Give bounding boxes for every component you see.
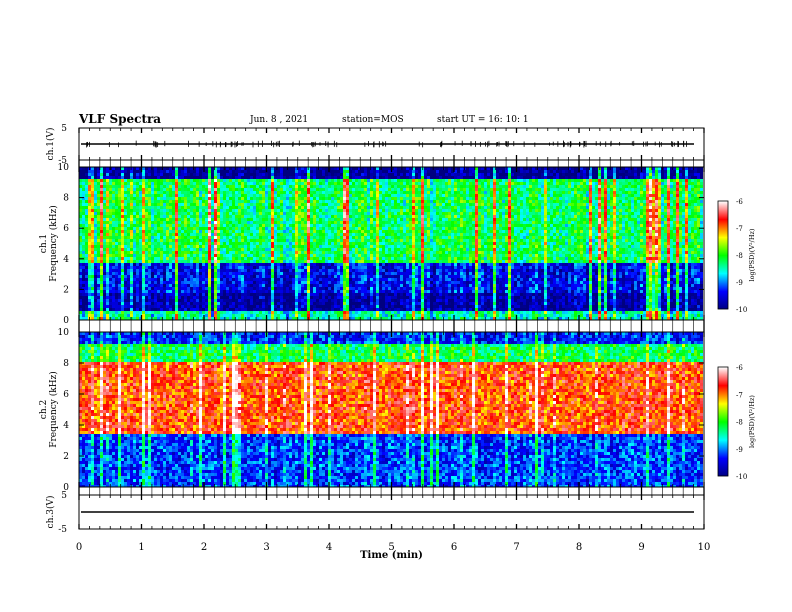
colorbar-label: log(PSD)(V²/Hz): [748, 395, 756, 448]
y-tick-label: 4: [63, 255, 69, 265]
spectrogram-image: [79, 167, 703, 320]
colorbar-tick-label: -9: [736, 279, 743, 287]
spectrogram-image: [79, 332, 703, 487]
y-tick-label: 0: [63, 316, 69, 326]
y-tick-label: 10: [58, 163, 70, 173]
x-tick-label: 3: [263, 542, 269, 553]
x-tick-label: 10: [698, 542, 711, 553]
y-tick-label: 2: [63, 285, 69, 295]
x-tick-label: 7: [513, 542, 519, 553]
colorbar-label: log(PSD)(V²/Hz): [748, 228, 756, 281]
y-tick-label: -5: [58, 525, 67, 535]
colorbar-tick-label: -7: [736, 391, 743, 399]
y-axis-label-frequency: Frequency (kHz): [48, 371, 59, 448]
y-tick-label: 6: [63, 390, 69, 400]
y-axis-label-channel: ch.1: [39, 234, 49, 253]
y-tick-label: 0: [63, 483, 69, 493]
colorbar-tick-label: -8: [736, 419, 743, 427]
x-tick-label: 0: [76, 542, 82, 553]
x-axis-label: Time (min): [360, 550, 423, 561]
y-tick-label: 10: [58, 328, 70, 338]
colorbar-tick-label: -8: [736, 252, 743, 260]
colorbar: [718, 367, 728, 476]
y-axis-label-frequency: Frequency (kHz): [48, 205, 59, 282]
vlf-spectra-figure: 5-5ch.1(V)5-5ch.3(V)0246810ch.1 Frequency…: [0, 0, 792, 612]
x-tick-label: 4: [326, 542, 332, 553]
y-tick-label: 2: [63, 452, 69, 462]
colorbar-tick-label: -7: [736, 225, 743, 233]
x-tick-label: 1: [138, 542, 144, 553]
colorbar-tick-label: -9: [736, 446, 743, 454]
x-tick-label: 8: [576, 542, 582, 553]
x-tick-label: 6: [451, 542, 457, 553]
x-tick-label: 2: [201, 542, 207, 553]
colorbar-tick-label: -10: [736, 306, 747, 314]
y-axis-label-channel: ch.2: [39, 400, 49, 419]
x-tick-label: 9: [638, 542, 644, 553]
y-tick-label: 4: [63, 421, 69, 431]
y-tick-label: 8: [63, 194, 69, 204]
colorbar-tick-label: -10: [736, 473, 747, 481]
y-tick-label: 8: [63, 359, 69, 369]
y-axis-label: ch.3(V): [45, 496, 56, 529]
colorbar-tick-label: -6: [736, 198, 743, 206]
y-tick-label: 5: [61, 124, 67, 134]
colorbar-tick-label: -6: [736, 364, 743, 372]
y-tick-label: 6: [63, 224, 69, 234]
y-axis-label: ch.1(V): [45, 128, 56, 161]
colorbar: [718, 201, 728, 309]
